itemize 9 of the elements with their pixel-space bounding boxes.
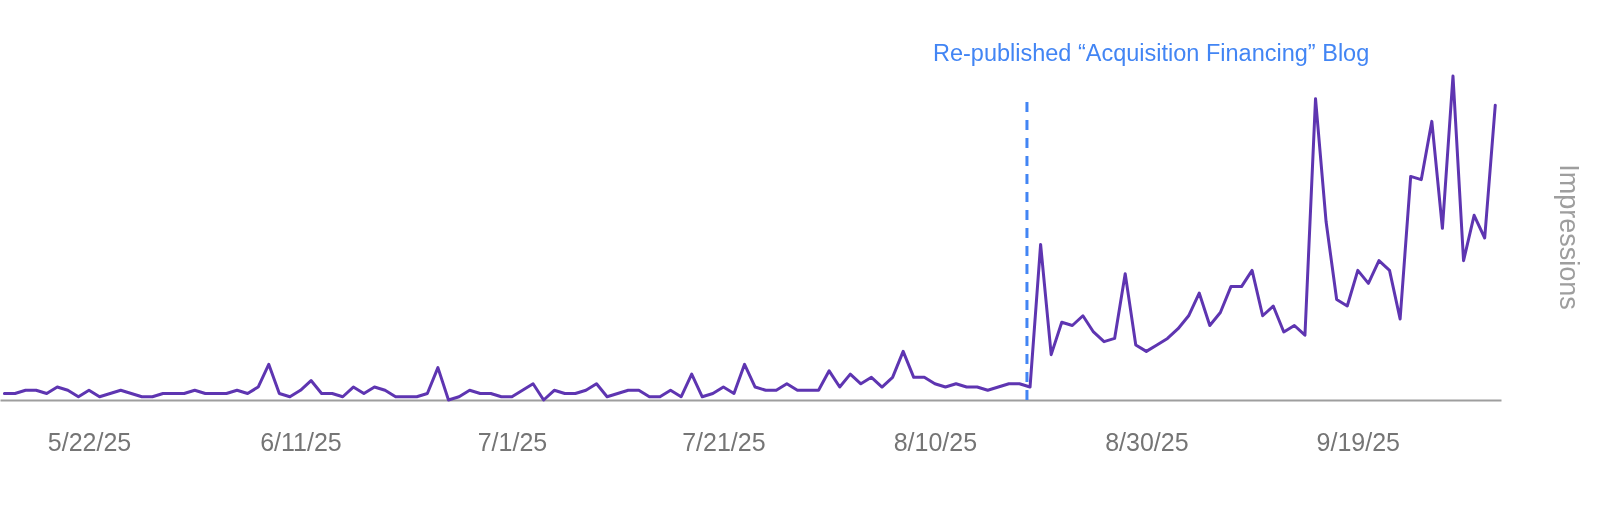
- y-axis-title: Impressions: [1554, 164, 1584, 310]
- x-tick-label: 6/11/25: [260, 427, 342, 456]
- x-tick-label: 5/22/25: [47, 427, 132, 456]
- x-tick-label: 7/21/25: [682, 427, 766, 456]
- x-tick-label: 9/19/25: [1316, 427, 1401, 456]
- ref-line-label: Re-published “Acquisition Financing” Blog: [932, 40, 1370, 66]
- x-tick-label: 8/10/25: [893, 427, 978, 456]
- x-tick-label: 7/1/25: [477, 427, 548, 456]
- x-tick-label: 8/30/25: [1105, 427, 1189, 456]
